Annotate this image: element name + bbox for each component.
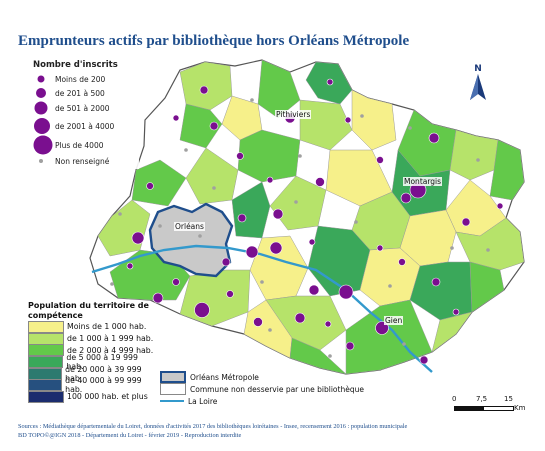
sources: Sources : Médiathèque départementale du …: [18, 422, 407, 440]
legend-population-rows: Moins de 1 000 hab. de 1 000 à 1 999 hab.…: [28, 320, 156, 403]
city-label-orleans: Orléans: [174, 222, 205, 231]
legend-population-label: 100 000 hab. et plus: [67, 392, 148, 402]
legend-population-item: de 40 000 à 99 999 hab.: [28, 376, 156, 395]
scale-tick-0: 0: [452, 395, 457, 403]
library-dots: [126, 78, 504, 365]
legend-population-label: de 5 000 à 19 999 hab.: [66, 352, 138, 371]
territory-fills: [97, 59, 525, 375]
city-label-montargis: Montargis: [403, 177, 443, 186]
population-swatch: [28, 390, 64, 403]
non-desservie-swatch: [160, 383, 186, 395]
legend-loire: La Loire: [160, 395, 364, 407]
legend-inscrits-item: de 201 à 500: [33, 86, 105, 100]
population-swatch: [28, 367, 63, 380]
legend-population-item: de 2 000 à 4 999 hab.: [28, 344, 156, 357]
loire-swatch: [160, 400, 184, 402]
scale-bar-line: [454, 406, 514, 411]
unknown-dots: [110, 98, 490, 358]
legend-population-label: de 2 000 à 4 999 hab.: [67, 345, 154, 355]
legend-dot-icon: [34, 101, 48, 115]
legend-population-label: de 20 000 à 39 999 hab.: [65, 364, 142, 383]
legend-dot-icon: [37, 75, 45, 83]
city-label-pithiviers: Pithiviers: [275, 110, 312, 119]
scale-unit: Km: [514, 404, 526, 412]
legend-population-item: 100 000 hab. et plus: [28, 390, 156, 403]
legend-non-desservie: Commune non desservie par une bibliothèq…: [160, 383, 364, 395]
legend-inscrits-item: Moins de 200: [33, 73, 105, 85]
legend-population-item: Moins de 1 000 hab.: [28, 320, 156, 333]
north-label: N: [474, 64, 482, 74]
legend-population-item: de 20 000 à 39 999 hab.: [28, 364, 156, 383]
north-arrow: N: [469, 64, 487, 105]
population-swatch: [28, 320, 64, 333]
scale-bar: 0 7,5 15 Km: [452, 395, 525, 417]
legend-inscrits-item: de 2001 à 4000: [33, 117, 114, 135]
legend-population-label: de 40 000 à 99 999 hab.: [65, 376, 142, 395]
population-swatch: [28, 344, 64, 357]
legend-population-label: Moins de 1 000 hab.: [67, 322, 147, 332]
legend-dot-icon: [34, 118, 50, 134]
scale-tick-2: 15: [504, 395, 513, 403]
metropole-swatch: [160, 371, 186, 383]
legend-metropole: Orléans Métropole: [160, 371, 364, 383]
scale-tick-1: 7,5: [476, 395, 488, 403]
legend-inscrits-item: de 501 à 2000: [33, 100, 110, 116]
north-arrow-icon: [470, 74, 486, 100]
city-label-gien: Gien: [384, 316, 404, 325]
legend-other: Orléans Métropole Commune non desservie …: [160, 371, 364, 407]
legend-population-item: de 1 000 à 1 999 hab.: [28, 332, 156, 345]
legend-dot-icon: [33, 135, 53, 155]
legend-population-item: de 5 000 à 19 999 hab.: [28, 352, 156, 371]
legend-population-label: de 1 000 à 1 999 hab.: [67, 334, 154, 344]
legend-dot-icon: [36, 88, 46, 98]
map-title: Emprunteurs actifs par bibliothèque hors…: [18, 33, 410, 49]
legend-inscrits-item: Plus de 4000: [33, 135, 104, 155]
legend-inscrits-unknown: Non renseigné: [33, 156, 109, 166]
legend-inscrits: Nombre d'inscrits Moins de 200 de 201 à …: [29, 59, 139, 169]
sources-line-2: BD TOPO©@IGN 2018 - Département du Loire…: [18, 432, 242, 439]
population-swatch: [28, 379, 63, 392]
legend-population: Population du territoire de compétence M…: [28, 301, 156, 414]
population-swatch: [28, 355, 64, 368]
legend-population-title: Population du territoire de compétence: [28, 301, 149, 320]
legend-unknown-dot-icon: [39, 159, 43, 163]
legend-inscrits-title: Nombre d'inscrits: [33, 60, 118, 70]
sources-line-1: Sources : Médiathèque départementale du …: [18, 423, 408, 430]
population-swatch: [28, 332, 64, 345]
